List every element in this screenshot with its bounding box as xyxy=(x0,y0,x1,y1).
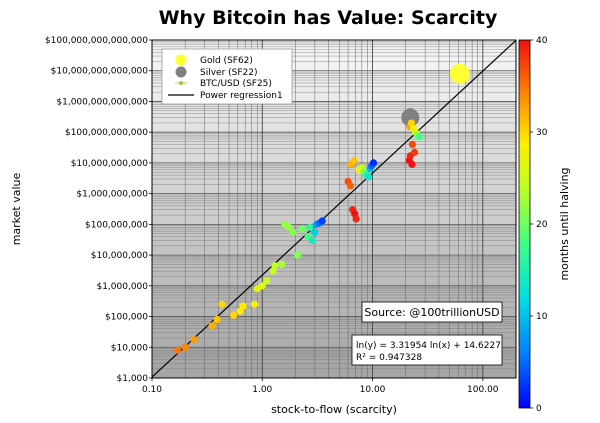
y-tick-label: $1,000,000,000 xyxy=(76,190,148,200)
decade-band xyxy=(152,132,516,163)
y-tick-label: $10,000,000,000 xyxy=(71,159,149,169)
btc-point xyxy=(298,225,306,233)
btc-point xyxy=(350,156,358,165)
regression-line xyxy=(152,40,516,378)
btc-point xyxy=(213,315,221,324)
btc-point xyxy=(271,262,279,270)
legend-regression-label: Power regression1 xyxy=(200,91,283,101)
colorbar-tick-label: 10 xyxy=(536,312,548,322)
btc-point xyxy=(190,335,198,344)
btc-point xyxy=(289,228,297,236)
colorbar-tick-label: 0 xyxy=(536,404,542,414)
regression-line-group xyxy=(152,40,516,378)
source-box xyxy=(361,301,503,323)
btc-point xyxy=(415,133,423,141)
btc-point xyxy=(408,160,416,168)
btc-point xyxy=(285,223,293,231)
source-text: Source: @100trillionUSD xyxy=(364,306,499,319)
decade-band xyxy=(152,101,516,133)
btc-point xyxy=(369,159,378,167)
chart-title: Why Bitcoin has Value: Scarcity xyxy=(159,7,498,29)
btc-point xyxy=(311,228,319,236)
btc-point xyxy=(250,300,259,308)
btc-point xyxy=(173,346,182,354)
legend-gold-marker xyxy=(175,54,187,66)
btc-point xyxy=(352,215,360,223)
btc-point xyxy=(230,311,238,319)
btc-point xyxy=(208,322,216,330)
btc-point xyxy=(408,140,417,149)
y-tick-label: $10,000,000,000,000 xyxy=(51,67,149,77)
colorbar-ticks: 0 10 20 30 40 xyxy=(530,36,548,414)
btc-point xyxy=(278,260,286,268)
btc-point xyxy=(364,173,373,181)
y-tick-label: $100,000,000,000 xyxy=(65,128,148,138)
y-tick-label: $100,000,000,000,000 xyxy=(45,36,148,46)
regression-equation: ln(y) = 3.31954 ln(x) + 14.6227 xyxy=(356,341,501,351)
x-tick-label: 1.00 xyxy=(252,385,272,395)
decade-band xyxy=(152,224,516,256)
plot-frame xyxy=(151,39,517,379)
legend-gold-label: Gold (SF62) xyxy=(200,56,253,66)
x-tick-label: 10.00 xyxy=(360,385,386,395)
y-tick-label: $1,000,000 xyxy=(96,282,148,292)
legend-silver-marker xyxy=(175,66,187,78)
colorbar-label: months until halving xyxy=(558,167,571,280)
data-points xyxy=(173,63,470,354)
y-tick-label: $100,000,000 xyxy=(85,220,148,230)
btc-point xyxy=(181,343,189,351)
btc-point xyxy=(218,300,226,308)
btc-point xyxy=(269,267,277,275)
colorbar xyxy=(518,39,531,409)
colorbar-tick-label: 20 xyxy=(536,220,548,230)
y-axis-label: market value xyxy=(10,172,23,245)
btc-point xyxy=(258,282,266,290)
y-tick-label: $100,000 xyxy=(105,313,148,323)
gold-point xyxy=(449,63,470,84)
x-tick-label: 100.00 xyxy=(467,385,499,395)
btc-point xyxy=(318,217,326,225)
btc-point xyxy=(263,276,271,285)
y-tick-label: $10,000,000 xyxy=(91,251,149,261)
colorbar-tick-label: 30 xyxy=(536,128,548,138)
x-tick-label: 0.10 xyxy=(142,385,162,395)
decade-band xyxy=(152,162,516,194)
btc-point xyxy=(308,236,317,245)
x-ticks: 0.10 1.00 10.00 100.00 xyxy=(142,378,499,395)
y-tick-label: $10,000 xyxy=(111,343,148,353)
y-tick-label: $1,000 xyxy=(117,374,149,384)
colorbar-tick-label: 40 xyxy=(536,36,548,46)
decade-band xyxy=(152,255,516,286)
btc-point xyxy=(407,119,415,127)
y-tick-label: $1,000,000,000,000 xyxy=(56,97,148,107)
legend: Gold (SF62) Silver (SF22) BTC/USD (SF25)… xyxy=(161,48,293,105)
legend-btc-label: BTC/USD (SF25) xyxy=(200,79,272,89)
btc-point xyxy=(346,182,355,190)
btc-point xyxy=(306,223,314,231)
btc-point xyxy=(239,302,247,310)
legend-silver-label: Silver (SF22) xyxy=(200,68,258,78)
btc-point xyxy=(410,148,419,156)
y-ticks: $1,000 $10,000 $100,000 $1,000,000 $10,000,0… xyxy=(45,36,152,384)
btc-point xyxy=(294,251,302,259)
regression-r2: R² = 0.947328 xyxy=(356,353,422,363)
equation-box xyxy=(351,334,503,366)
x-axis-label: stock-to-flow (scarcity) xyxy=(271,403,397,416)
